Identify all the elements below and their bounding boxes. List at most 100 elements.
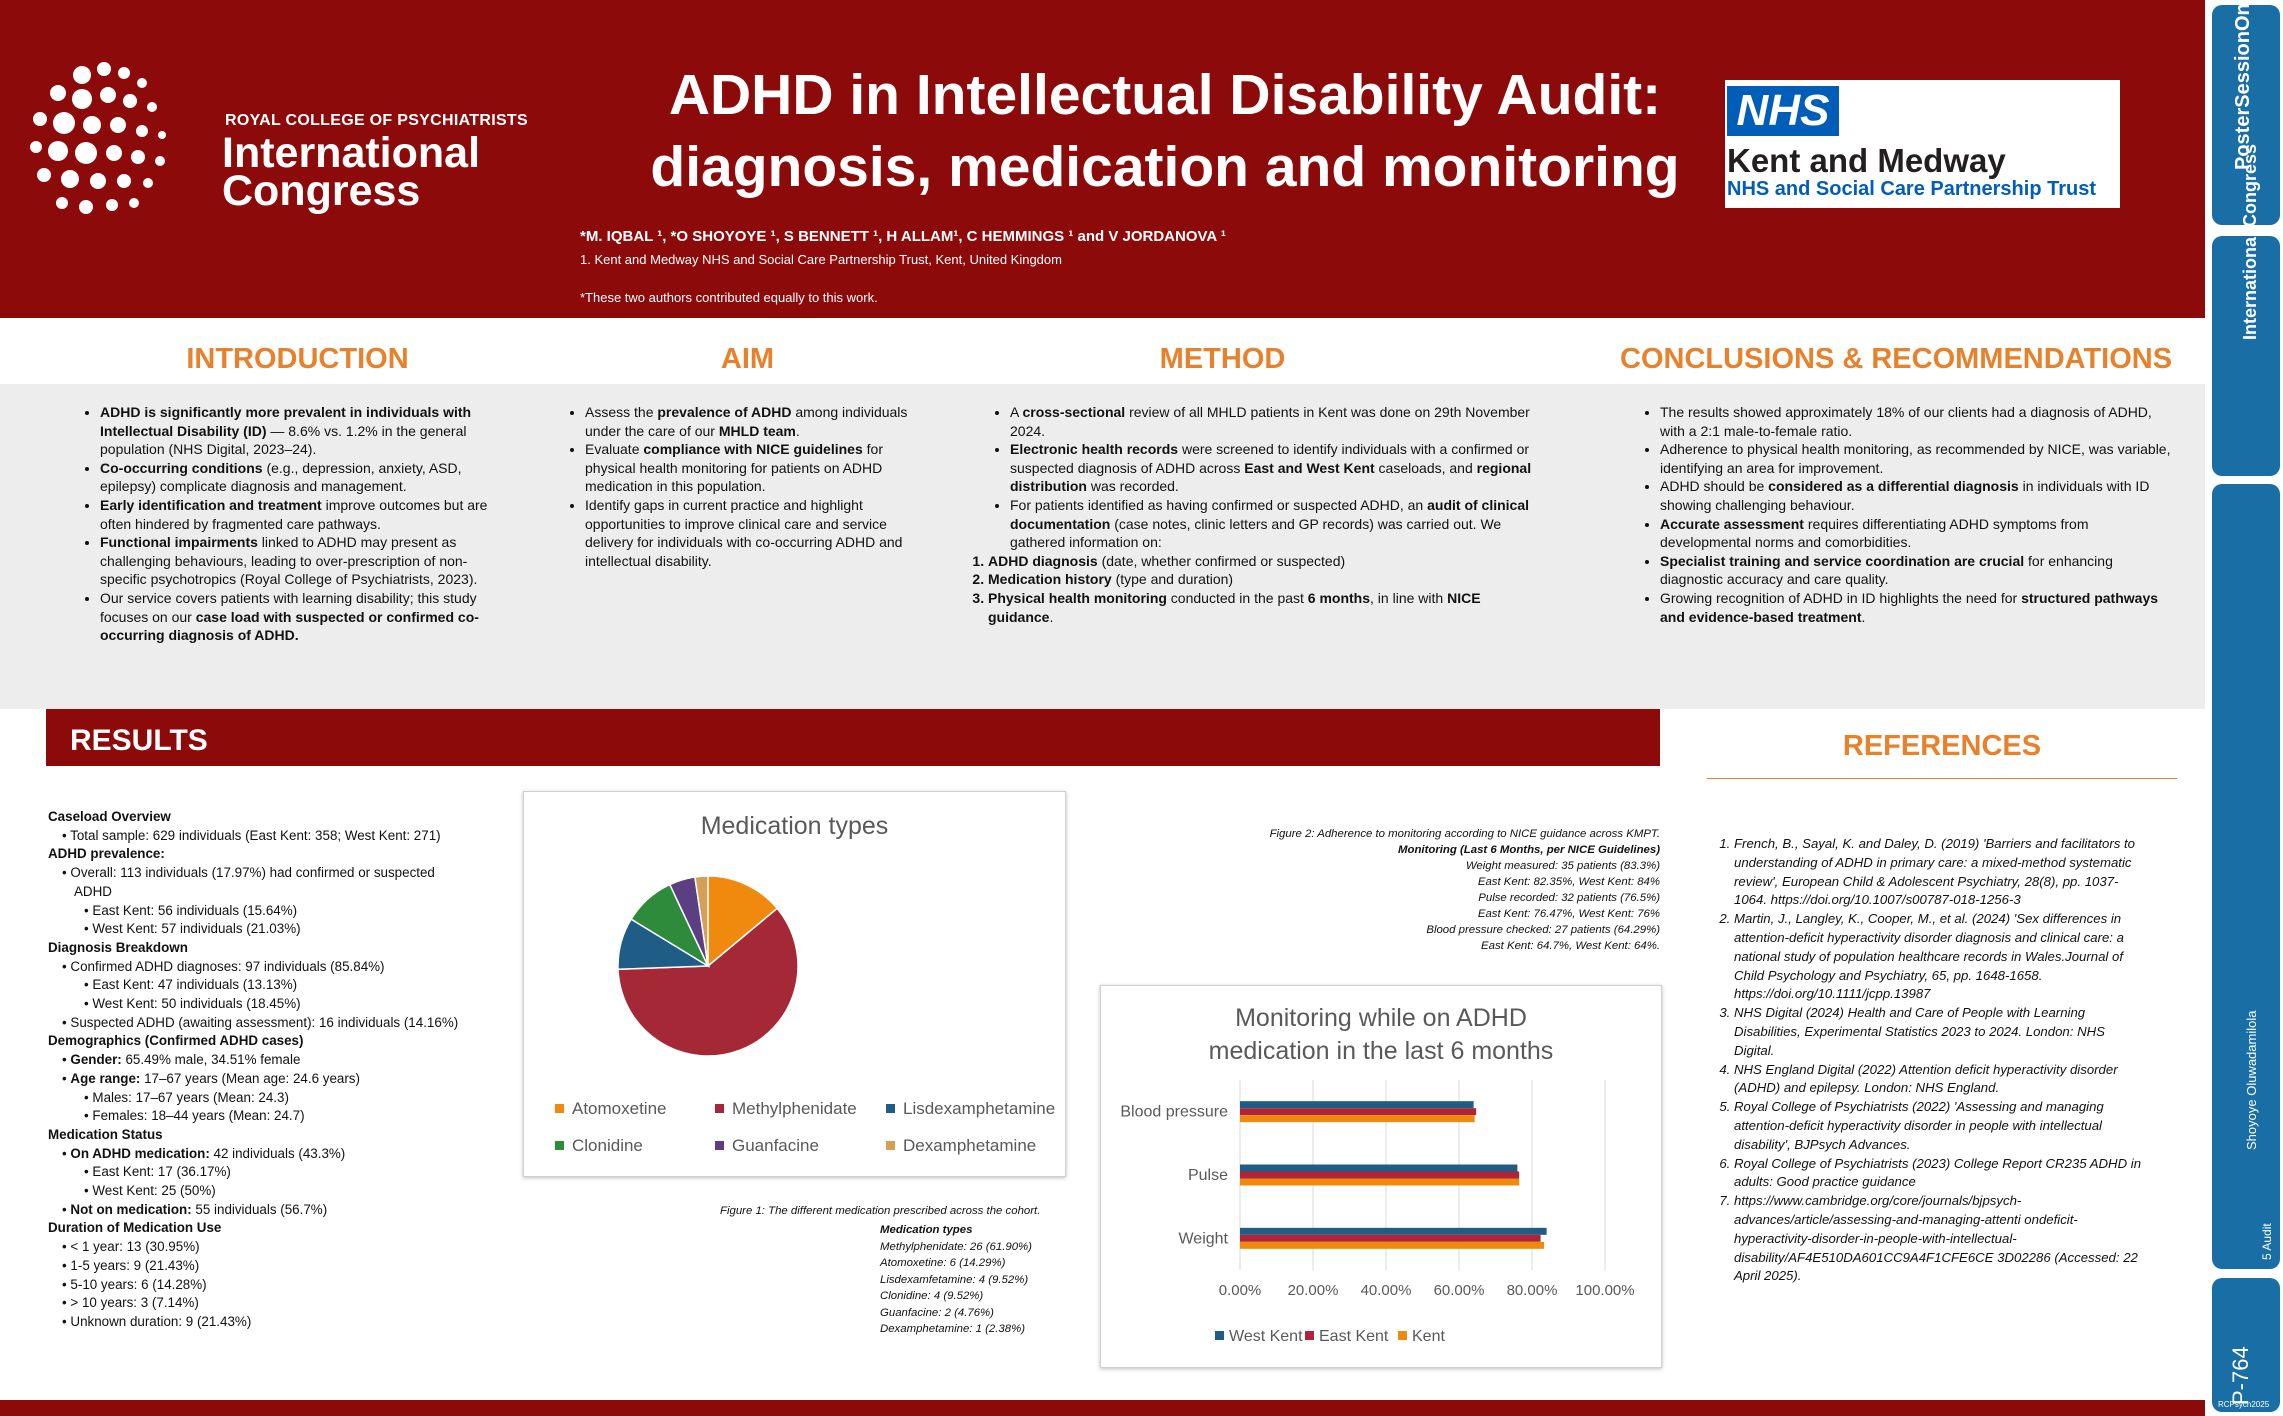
pie-legend-label: Clonidine [572, 1136, 643, 1155]
bar-x-tick-label: 100.00% [1575, 1282, 1634, 1299]
results-banner [46, 709, 1660, 766]
results-line: • East Kent: 56 individuals (15.64%) [84, 902, 298, 918]
side-congress-text: International Congress [2240, 143, 2260, 340]
legend-swatch [555, 1141, 564, 1150]
nhs-trust-name: NHS and Social Care Partnership Trust [1727, 178, 2096, 200]
bar-x-tick-label: 0.00% [1219, 1282, 1262, 1299]
results-subheading: Demographics (Confirmed ADHD cases) [48, 1033, 304, 1049]
bar-legend-swatch [1305, 1331, 1314, 1340]
aim-body: Assess the prevalence of ADHD among indi… [563, 403, 923, 570]
results-line: • Overall: 113 individuals (17.97%) had … [62, 865, 435, 881]
pie-legend-item: Clonidine [555, 1136, 643, 1156]
reference-item: Royal College of Psychiatrists (2023) Co… [1734, 1155, 2142, 1193]
results-line: • West Kent: 57 individuals (21.03%) [84, 921, 301, 937]
figure2-line: East Kent: 64.7%, West Kent: 64%. [1481, 940, 1660, 952]
references-heading: REFERENCES [1842, 730, 2042, 762]
method-step: Physical health monitoring conducted in … [988, 589, 1543, 626]
congress-logo-icon [30, 62, 166, 214]
legend-swatch [886, 1104, 895, 1113]
legend-swatch [715, 1141, 724, 1150]
figure2-line: Weight measured: 35 patients (83.3%) [1465, 860, 1660, 872]
nhs-badge: NHS [1727, 86, 1839, 136]
method-step: Medication history (type and duration) [988, 570, 1543, 589]
results-line: • Confirmed ADHD diagnoses: 97 individua… [62, 958, 385, 974]
figure1-caption: Figure 1: The different medication presc… [720, 1205, 1041, 1217]
results-line: • West Kent: 50 individuals (18.45%) [84, 996, 301, 1012]
figure2-line: Monitoring (Last 6 Months, per NICE Guid… [1398, 844, 1660, 856]
section-heading-band [0, 318, 2205, 384]
bar-legend-swatch [1398, 1331, 1407, 1340]
results-line: • < 1 year: 13 (30.95%) [62, 1239, 200, 1255]
figure1-list-item: Lisdexamfetamine: 4 (9.52%) [880, 1273, 1029, 1286]
side-panel-congress[interactable] [2212, 236, 2280, 476]
logo-title-line1: International [222, 129, 481, 177]
bar-chart-title-line2: medication in the last 6 months [1208, 1037, 1554, 1065]
figure1-list-item: Medication types [880, 1224, 973, 1236]
conclusion-item: ADHD should be considered as a different… [1660, 477, 2178, 514]
equal-contribution-note: *These two authors contributed equally t… [580, 290, 878, 305]
side-category: 5 Audit [2260, 1223, 2274, 1260]
results-line: • Suspected ADHD (awaiting assessment): … [62, 1014, 459, 1030]
figure2-line: East Kent: 76.47%, West Kent: 76% [1477, 908, 1660, 920]
bar-west-kent-blood-pressure [1240, 1101, 1474, 1109]
bar-category-label: Weight [1178, 1230, 1228, 1247]
references-list: French, B., Sayal, K. and Daley, D. (201… [1712, 835, 2142, 1286]
pie-legend-item: Atomoxetine [555, 1099, 667, 1119]
bar-category-label: Blood pressure [1120, 1104, 1228, 1121]
reference-item: Royal College of Psychiatrists (2022) 'A… [1734, 1098, 2142, 1154]
logo-title-line2: Congress [222, 167, 421, 215]
pie-legend-label: Guanfacine [732, 1136, 819, 1155]
results-heading: RESULTS [70, 724, 208, 757]
results-line: • 1-5 years: 9 (21.43%) [62, 1257, 200, 1273]
bar-east-kent-blood-pressure [1240, 1108, 1477, 1116]
author-list: *M. IQBAL ¹, *O SHOYOYE ¹, S BENNETT ¹, … [580, 228, 1226, 245]
references-divider [1707, 778, 2177, 779]
side-panel-info [2212, 484, 2280, 1269]
affiliation: 1. Kent and Medway NHS and Social Care P… [580, 252, 1062, 267]
introduction-body: ADHD is significantly more prevalent in … [78, 403, 498, 645]
side-panel-id [2212, 1278, 2280, 1412]
figure2-line: Figure 2: Adherence to monitoring accord… [1269, 828, 1660, 840]
conclusion-item: Specialist training and service coordina… [1660, 552, 2178, 589]
intro-item: Our service covers patients with learnin… [100, 589, 498, 645]
pie-legend-item: Guanfacine [715, 1136, 819, 1156]
pie-slice-atomoxetine [707, 875, 779, 968]
results-line: • Not on medication: 55 individuals (56.… [62, 1201, 328, 1217]
results-body: Caseload Overview • Total sample: 629 ind… [48, 808, 518, 1332]
reference-item: Martin, J., Langley, K., Cooper, M., et … [1734, 910, 2142, 1004]
figure1-list-item: Atomoxetine: 6 (14.29%) [880, 1257, 1006, 1269]
results-subheading: Diagnosis Breakdown [48, 939, 188, 955]
pie-legend-label: Lisdexamphetamine [903, 1099, 1056, 1118]
side-author: Shoyoye Oluwadamilola [2244, 1010, 2259, 1150]
pie-slice-dexamphetamine [694, 875, 709, 967]
method-item: A cross-sectional review of all MHLD pat… [1010, 403, 1543, 440]
bar-kent-pulse [1240, 1178, 1520, 1186]
bar-x-tick-label: 80.00% [1507, 1282, 1558, 1299]
side-panel-brand[interactable] [2212, 5, 2280, 225]
reference-item: https://www.cambridge.org/core/journals/… [1734, 1192, 2142, 1286]
method-item: For patients identified as having confir… [1010, 496, 1543, 552]
poster-title-line2: diagnosis, medication and monitoring [650, 135, 1680, 199]
bar-legend-label: Kent [1412, 1328, 1445, 1345]
results-line: • Unknown duration: 9 (21.43%) [62, 1313, 252, 1329]
conclusion-item: Growing recognition of ADHD in ID highli… [1660, 589, 2178, 626]
aim-item: Assess the prevalence of ADHD among indi… [585, 403, 923, 440]
bar-category-label: Pulse [1188, 1167, 1228, 1184]
conclusion-item: Adherence to physical health monitoring,… [1660, 440, 2178, 477]
reference-item: French, B., Sayal, K. and Daley, D. (201… [1734, 835, 2142, 910]
footer-bar [0, 1400, 2205, 1416]
pie-legend-item: Dexamphetamine [886, 1136, 1036, 1156]
results-subheading: ADHD prevalence: [48, 846, 165, 862]
method-heading: METHOD [1159, 343, 1286, 375]
figure1-list-item: Clonidine: 4 (9.52%) [880, 1290, 984, 1302]
results-line: • > 10 years: 3 (7.14%) [62, 1295, 199, 1311]
intro-band [0, 384, 2205, 709]
bar-legend-label: West Kent [1229, 1328, 1303, 1345]
results-line: • East Kent: 17 (36.17%) [84, 1164, 231, 1180]
bar-west-kent-weight [1240, 1227, 1547, 1235]
monitoring-bar-chart: 0.00% 20.00% 40.00% 60.00% 80.00% 100.00% Weig… [1120, 1080, 1635, 1345]
results-subheading: Duration of Medication Use [48, 1220, 222, 1236]
nhs-org-name: Kent and Medway [1727, 142, 2006, 179]
aim-heading: AIM [720, 343, 775, 375]
results-subheading: Medication Status [48, 1126, 163, 1142]
